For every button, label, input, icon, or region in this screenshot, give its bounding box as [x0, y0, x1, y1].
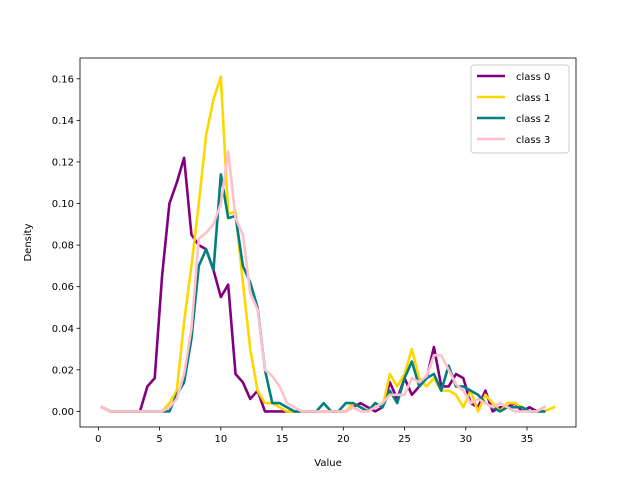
y-tick-label: 0.06: [52, 282, 74, 293]
x-tick-label: 20: [337, 434, 350, 445]
y-tick-label: 0.00: [52, 407, 74, 418]
x-tick-label: 15: [276, 434, 289, 445]
x-axis: 0 5 10 15 20 25 30 35: [95, 427, 533, 445]
x-tick-label: 25: [398, 434, 411, 445]
x-axis-label: Value: [314, 458, 341, 469]
y-tick-label: 0.02: [52, 365, 74, 376]
axes-frame: [79, 57, 577, 428]
legend: class 0 class 1 class 2 class 3: [470, 64, 570, 154]
series-layer: [100, 75, 556, 413]
y-tick-label: 0.16: [52, 74, 74, 85]
y-tick-label: 0.08: [52, 241, 74, 252]
y-axis-label: Density: [23, 223, 34, 261]
y-axis: 0.00 0.02 0.04 0.06 0.08 0.10 0.12 0.14 0.16: [52, 74, 80, 418]
y-tick-label: 0.04: [52, 324, 74, 335]
x-tick-label: 5: [156, 434, 162, 445]
y-tick-label: 0.10: [52, 199, 74, 210]
legend-label: class 1: [516, 93, 550, 104]
y-tick-label: 0.14: [52, 116, 74, 127]
legend-label: class 2: [516, 114, 550, 125]
y-tick-label: 0.12: [52, 157, 74, 168]
x-tick-label: 10: [214, 434, 227, 445]
x-tick-label: 35: [521, 434, 534, 445]
series-line-class-3: [100, 150, 546, 413]
legend-label: class 3: [516, 135, 550, 146]
x-tick-label: 0: [95, 434, 101, 445]
legend-label: class 0: [516, 72, 550, 83]
legend-box: [470, 64, 570, 154]
x-tick-label: 30: [459, 434, 472, 445]
